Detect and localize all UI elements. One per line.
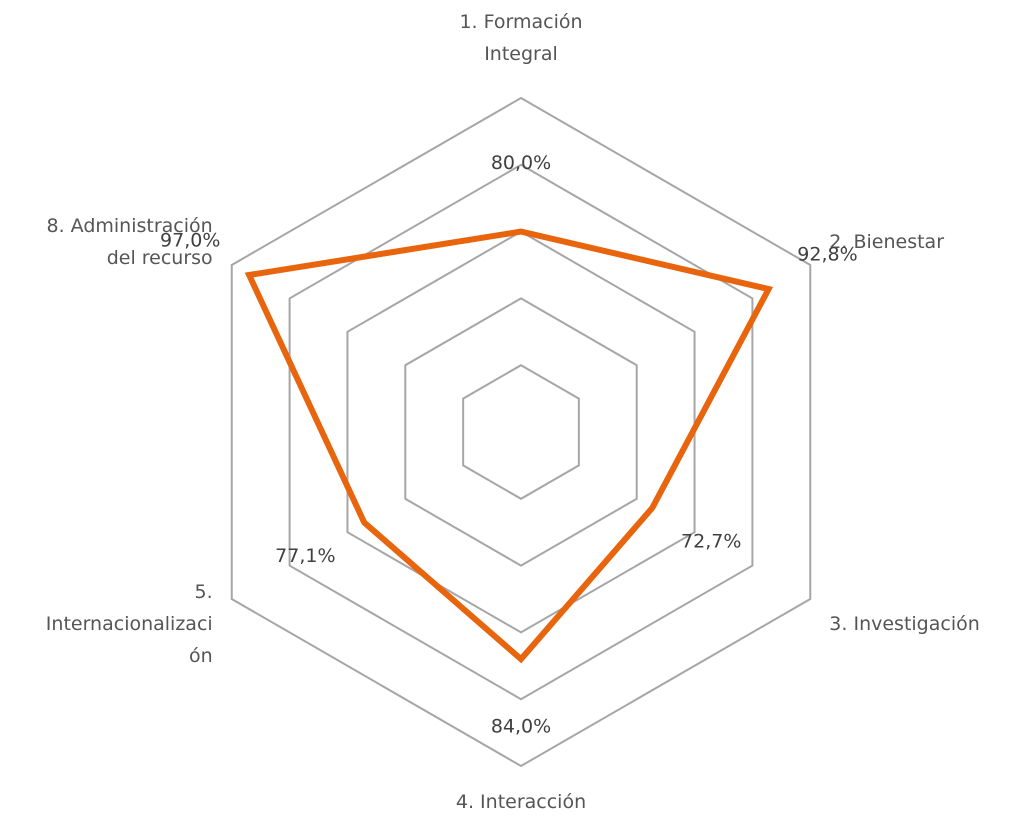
axis-label-line: Internacionalizaci	[46, 613, 213, 635]
data-label: 77,1%	[275, 545, 335, 567]
axis-label-line: Integral	[484, 43, 558, 65]
grid-ring	[462, 364, 580, 500]
grid-ring	[230, 96, 812, 768]
data-label: 84,0%	[491, 716, 551, 738]
axis-label-line: 2. Bienestar	[829, 231, 944, 253]
data-label: 92,8%	[797, 244, 857, 266]
grid-ring	[404, 297, 638, 567]
axis-label: 5. Internacionalizaci ón	[46, 581, 213, 667]
axis-label: 8. Administración del recurso	[46, 215, 212, 269]
axis-label: 3. Investigación	[829, 613, 979, 635]
grid-ring	[288, 163, 754, 701]
axis-label-line: 5.	[195, 581, 213, 603]
axis-label: 4. Interacción	[456, 791, 586, 813]
axis-label: 1. Formación Integral	[459, 11, 582, 65]
data-label: 97,0%	[160, 230, 220, 252]
grid-ring	[346, 230, 696, 634]
axis-label-line: del recurso	[107, 247, 213, 269]
axis-label-line: ón	[189, 645, 213, 667]
data-label: 80,0%	[491, 152, 551, 174]
axis-label: 2. Bienestar	[829, 231, 944, 253]
axis-label-line: 3. Investigación	[829, 613, 979, 635]
axis-label-line: 8. Administración	[46, 215, 212, 237]
axis-label-line: 4. Interacción	[456, 791, 586, 813]
data-label: 72,7%	[681, 530, 741, 552]
series-line	[244, 228, 774, 664]
axis-label-line: 1. Formación	[459, 11, 582, 33]
